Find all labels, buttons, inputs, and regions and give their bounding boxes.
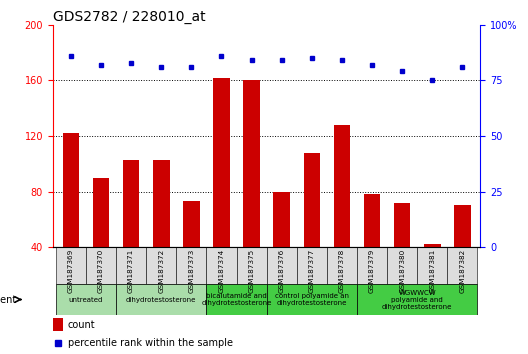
- Text: WGWWCW
polyamide and
dihydrotestosterone: WGWWCW polyamide and dihydrotestosterone: [382, 290, 452, 309]
- Text: agent: agent: [0, 295, 16, 304]
- Bar: [56, 284, 116, 315]
- Text: GSM187380: GSM187380: [399, 249, 405, 293]
- Text: GSM187372: GSM187372: [158, 249, 164, 293]
- Bar: [267, 247, 297, 284]
- Bar: [387, 247, 417, 284]
- Text: GSM187370: GSM187370: [98, 249, 104, 293]
- Bar: [274, 192, 290, 303]
- Bar: [116, 284, 206, 315]
- Bar: [417, 247, 447, 284]
- Text: GSM187373: GSM187373: [188, 249, 194, 293]
- Bar: [93, 178, 109, 303]
- Bar: [176, 247, 206, 284]
- Bar: [394, 203, 410, 303]
- Bar: [327, 247, 357, 284]
- Text: percentile rank within the sample: percentile rank within the sample: [68, 338, 233, 348]
- Text: GSM187374: GSM187374: [219, 249, 224, 293]
- Bar: [304, 153, 320, 303]
- Bar: [424, 244, 440, 303]
- Bar: [447, 247, 477, 284]
- Text: GSM187371: GSM187371: [128, 249, 134, 293]
- Text: GSM187378: GSM187378: [339, 249, 345, 293]
- Bar: [146, 247, 176, 284]
- Bar: [364, 194, 380, 303]
- Bar: [63, 133, 79, 303]
- Text: count: count: [68, 320, 96, 330]
- Bar: [56, 247, 86, 284]
- Bar: [206, 284, 267, 315]
- Bar: [206, 247, 237, 284]
- Text: GSM187369: GSM187369: [68, 249, 74, 293]
- Text: GDS2782 / 228010_at: GDS2782 / 228010_at: [53, 10, 205, 24]
- Bar: [267, 284, 357, 315]
- Bar: [86, 247, 116, 284]
- Bar: [116, 247, 146, 284]
- Text: control polyamide an
dihydrotestosterone: control polyamide an dihydrotestosterone: [275, 293, 349, 306]
- Bar: [334, 125, 350, 303]
- Text: GSM187376: GSM187376: [279, 249, 285, 293]
- Text: untreated: untreated: [69, 297, 103, 303]
- Text: GSM187381: GSM187381: [429, 249, 435, 293]
- Text: GSM187382: GSM187382: [459, 249, 465, 293]
- Bar: [213, 78, 230, 303]
- Text: GSM187379: GSM187379: [369, 249, 375, 293]
- Bar: [297, 247, 327, 284]
- Bar: [243, 80, 260, 303]
- Bar: [237, 247, 267, 284]
- Text: GSM187377: GSM187377: [309, 249, 315, 293]
- Bar: [454, 205, 470, 303]
- Bar: [357, 247, 387, 284]
- Text: bicalutamide and
dihydrotestosterone: bicalutamide and dihydrotestosterone: [201, 293, 272, 306]
- Text: dihydrotestosterone: dihydrotestosterone: [126, 297, 196, 303]
- Bar: [153, 160, 169, 303]
- Bar: [357, 284, 477, 315]
- Text: GSM187375: GSM187375: [249, 249, 254, 293]
- Bar: [123, 160, 139, 303]
- Bar: [53, 318, 63, 331]
- Bar: [183, 201, 200, 303]
